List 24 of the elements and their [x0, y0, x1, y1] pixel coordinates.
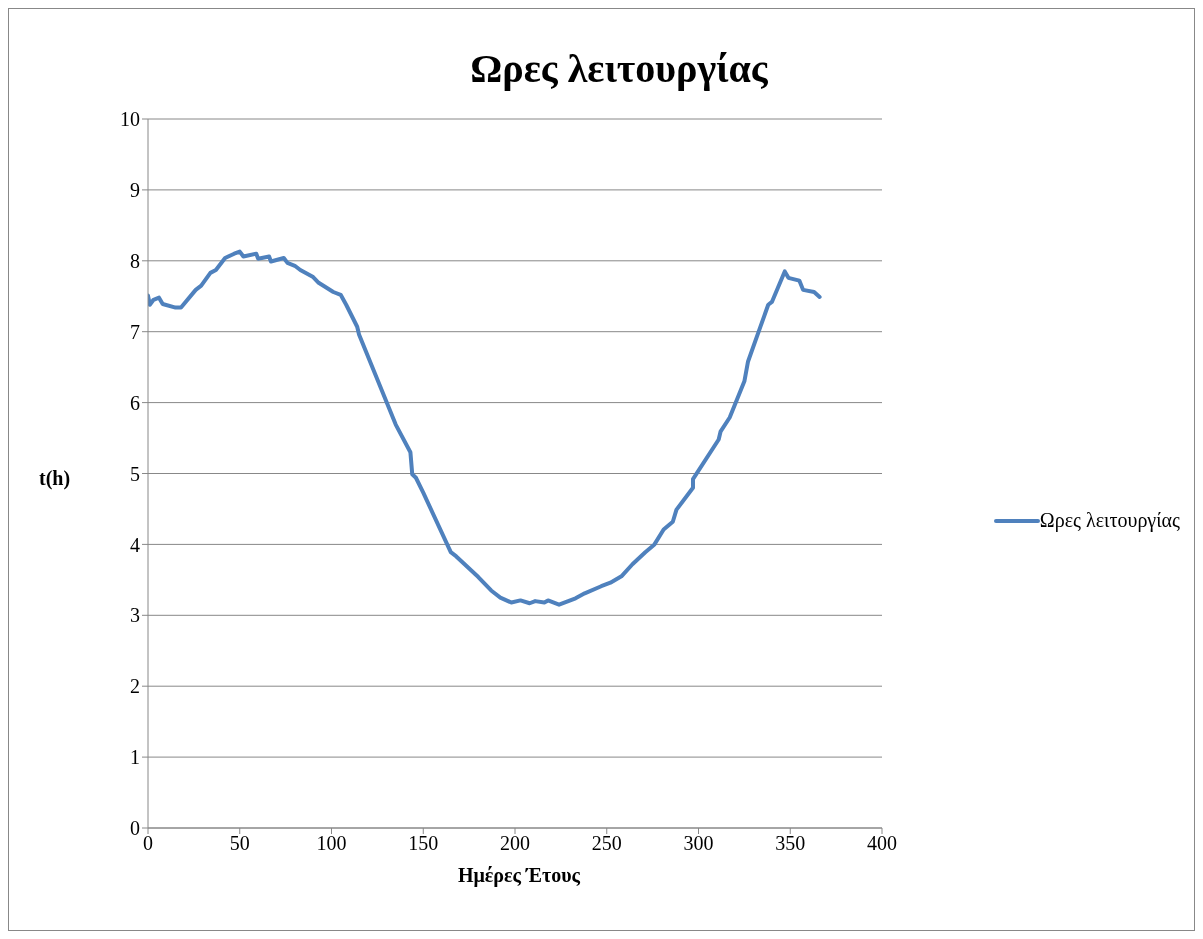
- x-tick-label: 350: [775, 832, 806, 855]
- x-tick-label: 100: [316, 832, 347, 855]
- y-tick-label: 9: [130, 179, 140, 201]
- y-tick-label: 5: [130, 462, 140, 485]
- y-tick-label: 4: [130, 533, 140, 556]
- x-tick-label: 400: [867, 832, 897, 855]
- y-tick-label: 6: [130, 391, 140, 414]
- legend-label: Ωρες λειτουργίας: [1039, 509, 1180, 532]
- x-tick-label: 250: [591, 832, 622, 855]
- y-tick-label: 0: [130, 817, 140, 840]
- x-axis-title: Ημέρες Έτους: [456, 864, 582, 887]
- line-series: [148, 249, 822, 607]
- y-tick-label: 2: [130, 675, 140, 698]
- y-tick-label: 8: [130, 249, 140, 272]
- y-tick-label: 3: [130, 604, 140, 627]
- x-tick-label: 50: [229, 832, 250, 855]
- y-tick-label: 10: [120, 108, 140, 131]
- x-tick-label: 150: [408, 832, 439, 855]
- y-tick-label: 7: [130, 320, 140, 343]
- y-tick-label: 1: [130, 746, 140, 769]
- x-tick-label: 200: [500, 832, 530, 855]
- x-tick-label: 300: [683, 832, 714, 855]
- y-axis-title: t(h): [39, 467, 71, 490]
- chart-title: Ωρες λειτουργίας: [469, 45, 769, 92]
